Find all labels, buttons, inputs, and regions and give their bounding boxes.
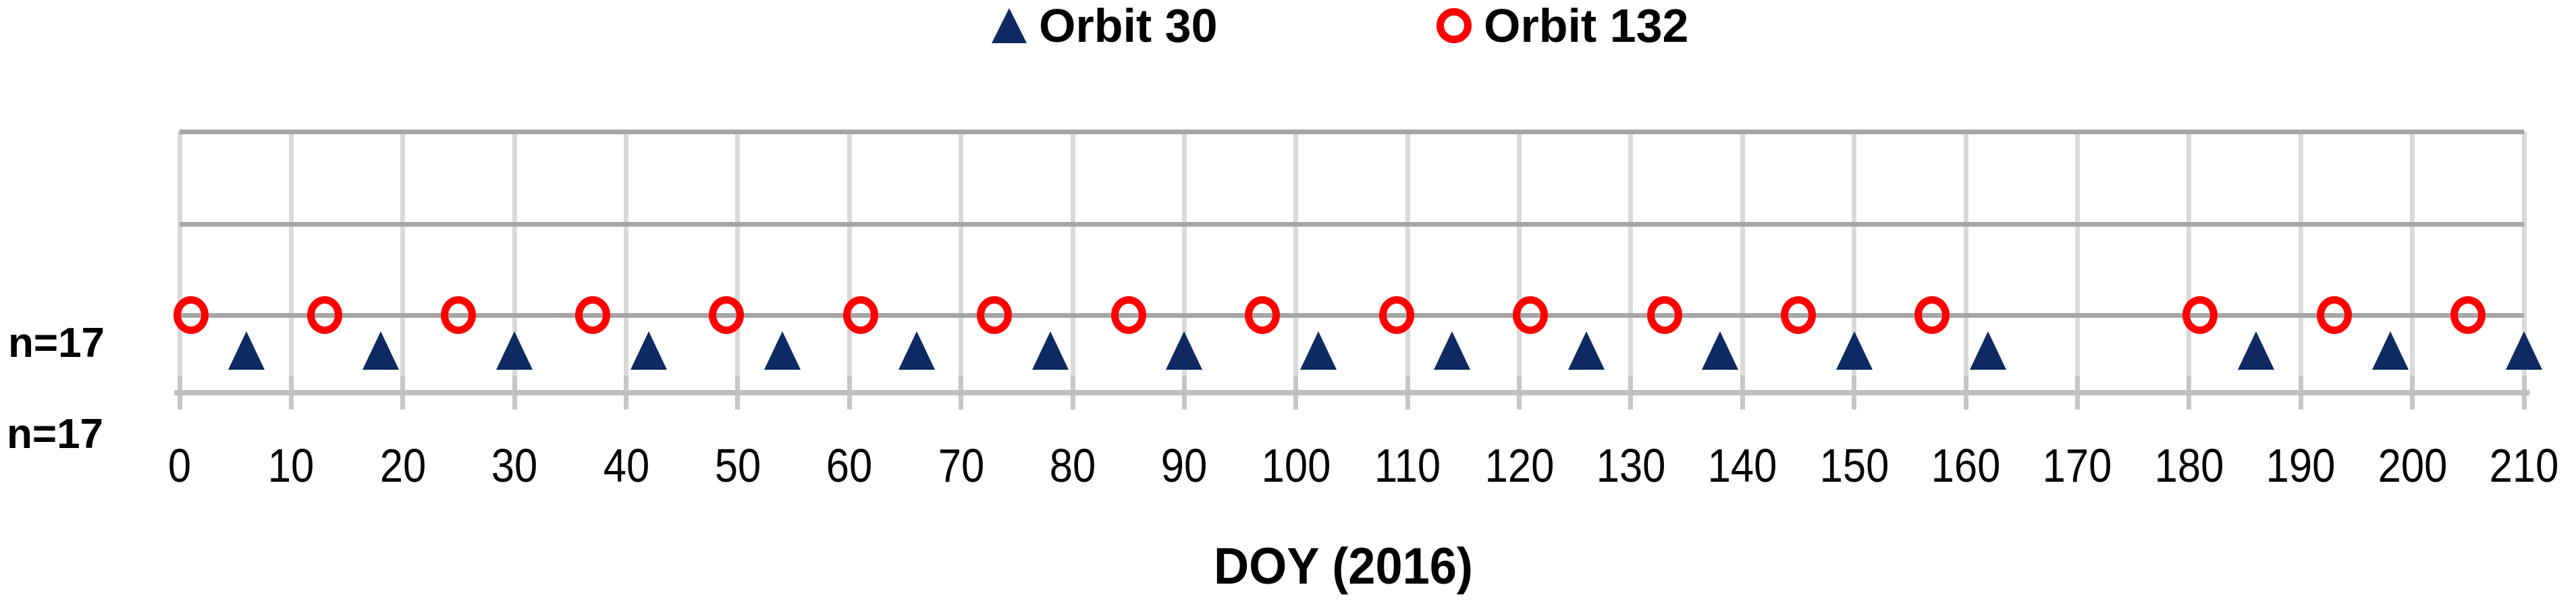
legend-item-orbit132[interactable]: Orbit 132 — [1437, 0, 1688, 51]
v-gridline — [1740, 132, 1745, 393]
h-gridline — [180, 221, 2524, 227]
orbit30-data-point[interactable] — [2506, 331, 2542, 370]
orbit30-data-point[interactable] — [1166, 331, 1203, 370]
x-tick-label: 160 — [1931, 439, 2001, 492]
x-tick-label: 30 — [491, 439, 538, 492]
orbit30-data-point[interactable] — [898, 331, 935, 370]
v-gridline — [400, 132, 406, 393]
orbit30-data-point[interactable] — [1835, 331, 1873, 370]
orbit30-data-point[interactable] — [496, 331, 533, 370]
x-tick-label: 130 — [1596, 439, 1666, 492]
x-tick-label: 100 — [1261, 439, 1331, 492]
v-gridline — [847, 132, 852, 393]
x-tick-label: 50 — [714, 439, 761, 492]
orbit132-data-point[interactable] — [574, 296, 610, 334]
v-gridline — [1405, 132, 1410, 393]
x-tick-label: 0 — [167, 439, 192, 492]
v-gridline — [1628, 132, 1634, 393]
v-gridline — [1181, 132, 1187, 393]
legend-label-orbit30: Orbit 30 — [1039, 0, 1218, 52]
orbit30-data-point[interactable] — [764, 331, 801, 370]
x-tick-label: 190 — [2265, 439, 2336, 492]
orbit132-data-point[interactable] — [1513, 296, 1549, 334]
x-tick-label: 20 — [379, 439, 427, 492]
orbit30-data-point[interactable] — [630, 331, 667, 370]
row-count-label-bottom: n=17 — [7, 411, 104, 457]
x-tick-label: 90 — [1161, 439, 1208, 492]
orbit132-data-point[interactable] — [173, 296, 209, 334]
v-gridline — [735, 132, 741, 393]
v-gridline — [1852, 132, 1857, 393]
x-axis-title: DOY (2016) — [1214, 538, 1473, 595]
row-count-label-top: n=17 — [8, 320, 105, 366]
orbit132-data-point[interactable] — [1781, 296, 1817, 334]
v-gridline — [2521, 132, 2527, 393]
orbit132-data-point[interactable] — [977, 296, 1013, 334]
h-gridline — [180, 129, 2524, 134]
x-tick-label: 80 — [1049, 439, 1096, 492]
orbit30-data-point[interactable] — [1567, 331, 1605, 370]
v-gridline — [2298, 132, 2303, 393]
orbit30-data-point[interactable] — [1299, 331, 1337, 370]
orbit132-data-point[interactable] — [306, 296, 342, 334]
orbit132-data-point[interactable] — [1378, 296, 1414, 334]
x-tick-label: 40 — [603, 439, 649, 492]
v-gridline — [1963, 132, 1968, 393]
legend-item-orbit30[interactable]: Orbit 30 — [992, 0, 1218, 51]
v-gridline — [959, 132, 964, 393]
orbit132-data-point[interactable] — [1110, 296, 1146, 334]
v-gridline — [2074, 132, 2080, 393]
v-gridline — [2410, 132, 2415, 393]
v-gridline — [2186, 132, 2192, 393]
x-tick-label: 60 — [826, 439, 873, 492]
triangle-marker-icon — [992, 8, 1027, 43]
x-tick-label: 210 — [2489, 439, 2559, 492]
legend-label-orbit132: Orbit 132 — [1484, 0, 1689, 52]
v-gridline — [624, 132, 629, 393]
orbit30-data-point[interactable] — [1970, 331, 2007, 370]
x-tick-label: 200 — [2378, 439, 2447, 492]
x-tick-label: 70 — [938, 439, 984, 492]
orbit30-data-point[interactable] — [362, 331, 399, 370]
orbit30-data-point[interactable] — [1434, 331, 1471, 370]
x-tick-label: 180 — [2154, 439, 2224, 492]
open-circle-marker-icon — [1437, 8, 1472, 43]
v-gridline — [1293, 132, 1299, 393]
x-axis-line — [174, 390, 2529, 395]
orbit132-data-point[interactable] — [1914, 296, 1950, 334]
v-gridline — [512, 132, 517, 393]
v-gridline — [1517, 132, 1522, 393]
orbit132-data-point[interactable] — [842, 296, 878, 334]
x-tick-label: 140 — [1707, 439, 1777, 492]
orbit30-data-point[interactable] — [228, 331, 265, 370]
x-tick-label: 150 — [1819, 439, 1889, 492]
v-gridline — [1070, 132, 1075, 393]
x-tick-label: 170 — [2043, 439, 2112, 492]
x-tick-label: 10 — [268, 439, 315, 492]
orbit30-data-point[interactable] — [1031, 331, 1069, 370]
orbit30-data-point[interactable] — [2371, 331, 2409, 370]
orbit30-data-point[interactable] — [2238, 331, 2275, 370]
v-gridline — [177, 132, 182, 393]
v-gridline — [288, 132, 294, 393]
orbit30-data-point[interactable] — [1702, 331, 1739, 370]
orbit132-data-point[interactable] — [2182, 296, 2218, 334]
orbit132-data-point[interactable] — [709, 296, 745, 334]
h-gridline — [180, 312, 2524, 318]
orbit132-data-point[interactable] — [2316, 296, 2352, 334]
orbit132-data-point[interactable] — [1646, 296, 1682, 334]
x-tick-label: 110 — [1374, 439, 1441, 492]
x-tick-label: 120 — [1484, 439, 1554, 492]
orbit132-data-point[interactable] — [2450, 296, 2486, 334]
orbit132-data-point[interactable] — [441, 296, 477, 334]
orbit132-data-point[interactable] — [1245, 296, 1281, 334]
